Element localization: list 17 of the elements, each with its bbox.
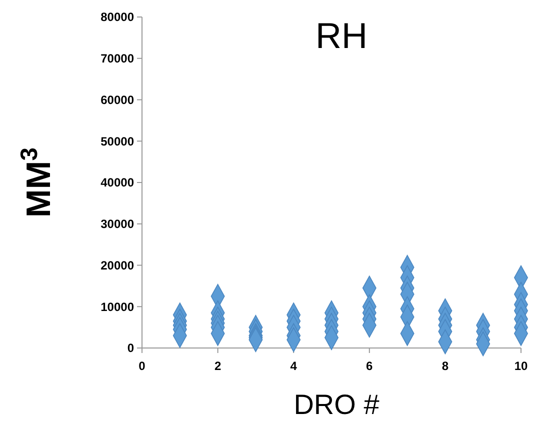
x-tick-label: 6: [366, 359, 374, 373]
y-tick-label: 50000: [100, 134, 134, 148]
y-tick-label: 10000: [100, 300, 134, 314]
x-tick-label: 0: [138, 359, 146, 373]
y-tick-label: 70000: [100, 52, 134, 66]
x-tick-label: 2: [214, 359, 222, 373]
y-tick-label: 30000: [100, 217, 134, 232]
x-tick-label: 10: [514, 359, 528, 373]
y-tick-label: 0: [127, 341, 134, 356]
y-tick-label: 80000: [100, 10, 134, 24]
y-tick-label: 60000: [100, 92, 134, 107]
y-tick-label: 20000: [100, 258, 134, 272]
chart-title: RH: [316, 15, 368, 56]
x-tick-label: 8: [442, 359, 449, 373]
y-tick-label: 40000: [100, 176, 134, 190]
x-axis-title: DRO #: [294, 389, 380, 420]
x-tick-label: 4: [290, 359, 298, 373]
